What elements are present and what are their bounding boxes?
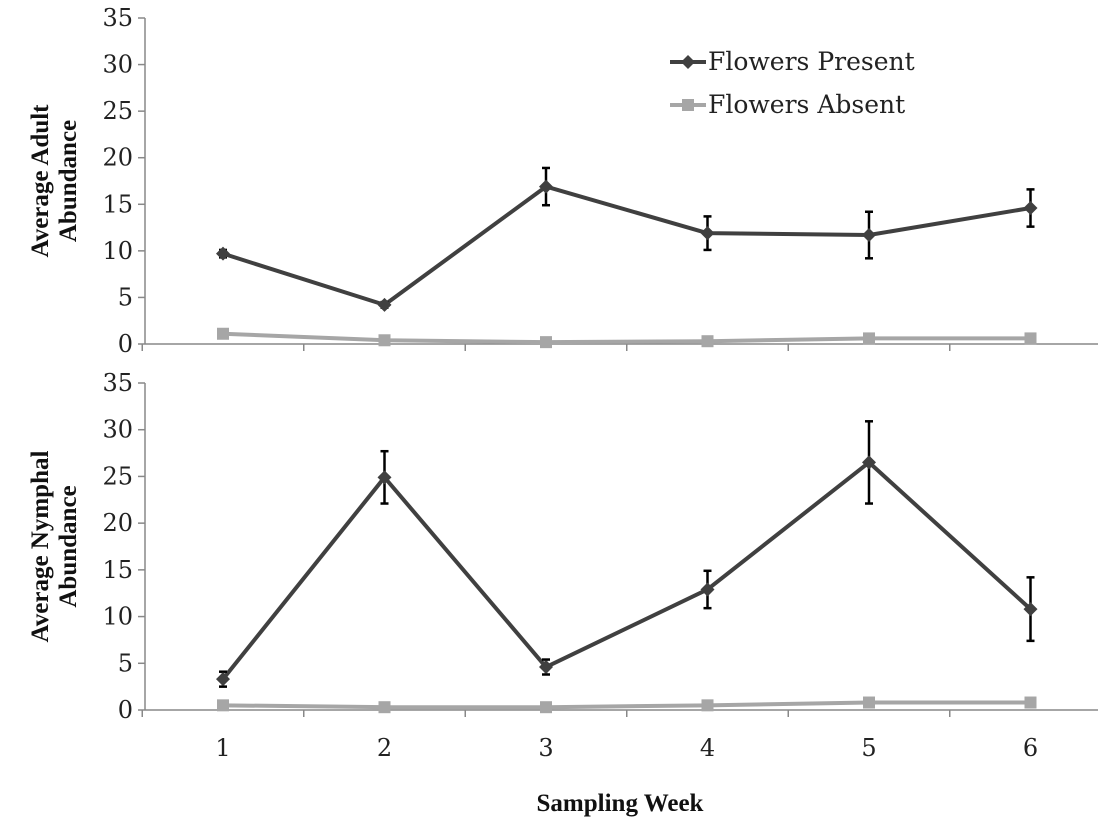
series-flowers-present [216, 166, 1038, 312]
y-tick-label: 10 [102, 603, 133, 631]
legend-marker-flowers-absent [682, 99, 694, 111]
legend-label-flowers-absent: Flowers Absent [708, 90, 905, 119]
y-tick-label: 20 [102, 509, 133, 537]
series-line [222, 331, 1031, 345]
data-point-diamond [1023, 201, 1038, 216]
data-point-square [378, 334, 391, 347]
x-tick-label: 3 [538, 734, 553, 762]
data-point-diamond [862, 455, 876, 470]
data-point-diamond [377, 297, 392, 312]
data-point-square [378, 701, 391, 714]
data-point-square [217, 699, 229, 712]
data-point-diamond [1023, 602, 1038, 617]
data-point-diamond [700, 582, 715, 597]
y-tick-label: 15 [102, 556, 133, 584]
y-tick-label: 25 [102, 462, 133, 490]
y-tick-label: 30 [102, 51, 133, 79]
data-point-square [863, 332, 875, 345]
y-tick-label: 10 [102, 237, 133, 265]
data-point-diamond [216, 672, 230, 687]
y-axis-title-line: Abundance [55, 485, 82, 607]
data-point-square [1024, 332, 1037, 345]
y-tick-label: 30 [102, 416, 133, 444]
data-point-square [217, 327, 229, 340]
legend: Flowers Present Flowers Absent [670, 47, 915, 119]
legend-marker-flowers-present [681, 55, 695, 69]
y-tick-label: 35 [102, 369, 133, 397]
y-tick-label: 5 [118, 649, 133, 677]
x-tick-label: 5 [861, 734, 876, 762]
series-line [222, 700, 1031, 710]
adult-abundance-panel: 0 5 10 15 20 25 30 35 Average AdultAbundance [27, 4, 1098, 358]
data-point-square [863, 696, 875, 709]
data-point-diamond [539, 179, 553, 194]
y-tick-label: 5 [118, 283, 133, 311]
data-point-square [540, 336, 552, 349]
x-tick-label: 6 [1023, 734, 1038, 762]
y-tick-label: 15 [102, 190, 133, 218]
data-point-diamond [862, 228, 876, 243]
series-flowers-absent [217, 327, 1037, 349]
data-point-diamond [377, 470, 392, 485]
x-tick-label: 4 [700, 734, 715, 762]
y-axis-title-line: Abundance [55, 120, 82, 242]
y-axis-title: Average NymphalAbundance [27, 451, 82, 643]
nymphal-abundance-panel: 0 5 10 15 20 25 30 35 1 2 3 4 5 6 Average NymphalAbund… [27, 369, 1098, 762]
series-flowers-absent [217, 696, 1037, 714]
data-point-square [701, 699, 714, 712]
series-flowers-present [216, 420, 1038, 688]
data-point-square [540, 701, 552, 714]
y-axis-title: Average AdultAbundance [27, 104, 82, 258]
data-point-square [1024, 696, 1037, 709]
series-line [221, 460, 1032, 681]
y-axis-title-line: Average Adult [27, 104, 54, 258]
y-tick-label: 25 [102, 97, 133, 125]
x-tick-label: 1 [215, 734, 230, 762]
series-line [222, 184, 1031, 307]
data-point-diamond [700, 226, 715, 241]
data-point-diamond [216, 246, 230, 261]
y-tick-label: 0 [118, 330, 133, 358]
x-tick-label: 2 [377, 734, 392, 762]
y-axis-title-line: Average Nymphal [27, 451, 54, 643]
data-point-diamond [539, 660, 553, 675]
legend-label-flowers-present: Flowers Present [708, 47, 915, 76]
x-axis-title: Sampling Week [537, 790, 704, 817]
y-tick-label: 0 [118, 696, 133, 724]
data-point-square [701, 335, 714, 348]
y-tick-label: 20 [102, 144, 133, 172]
y-tick-label: 35 [102, 4, 133, 32]
